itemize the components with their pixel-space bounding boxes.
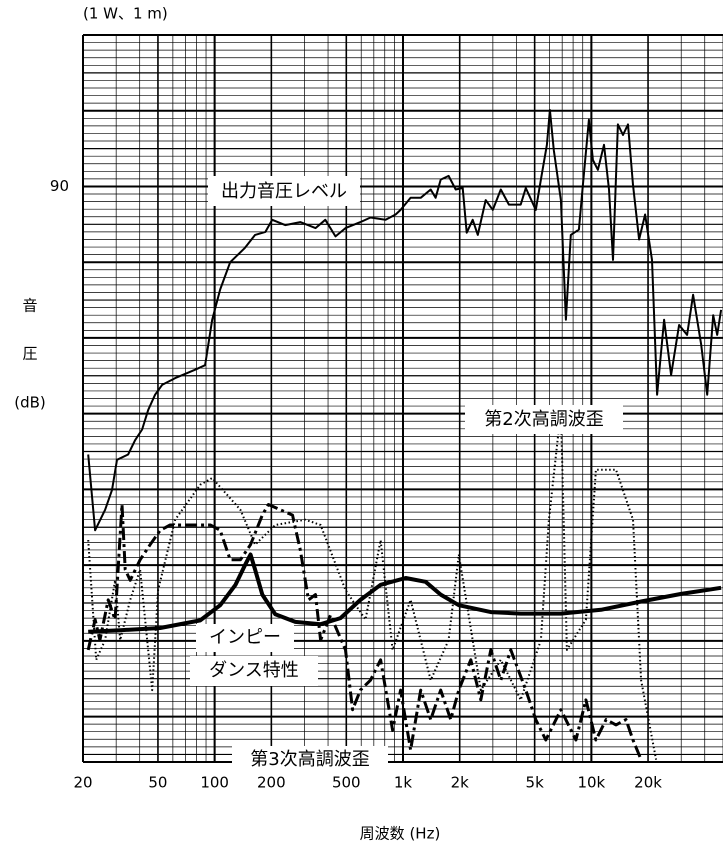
x-tick-label: 50 — [148, 774, 167, 792]
series-line — [88, 552, 722, 634]
annotation-bg — [196, 624, 294, 652]
y-axis-label: (dB) — [14, 394, 46, 412]
x-tick-label: 20 — [73, 774, 92, 792]
y-tick-label: 90 — [50, 177, 69, 195]
series-line — [87, 408, 658, 760]
chart-title: (1 W、1 m) — [83, 5, 168, 23]
x-tick-label: 500 — [332, 774, 361, 792]
annotation: ダンス特性 — [209, 660, 299, 681]
plot — [86, 109, 723, 761]
y-axis-label: 圧 — [22, 345, 37, 363]
annotation: インピー — [209, 627, 281, 648]
series-line — [87, 109, 723, 532]
annotation-bg — [190, 656, 318, 686]
y-axis-label: 音 — [22, 297, 37, 315]
annotation-bg — [208, 176, 360, 206]
x-tick-label: 5k — [526, 774, 545, 792]
annotation: 出力音圧レベル — [221, 181, 347, 202]
annotation: 第2次高調波歪 — [484, 409, 603, 430]
x-tick-label: 100 — [200, 774, 229, 792]
series-line — [86, 503, 643, 761]
x-tick-label: 200 — [257, 774, 286, 792]
x-tick-label: 2k — [451, 774, 470, 792]
x-tick-label: 10k — [577, 774, 605, 792]
annotations: 出力音圧レベル 第2次高調波歪 インピー ダンス特性 第3次高調波歪 — [190, 176, 623, 774]
x-tick-label: 1k — [394, 774, 413, 792]
x-axis-label: 周波数 (Hz) — [360, 825, 441, 843]
annotation-bg — [232, 746, 388, 774]
x-tick-label: 20k — [634, 774, 662, 792]
annotation: 第3次高調波歪 — [250, 749, 369, 770]
grid — [82, 34, 723, 763]
annotation-bg — [465, 405, 623, 434]
